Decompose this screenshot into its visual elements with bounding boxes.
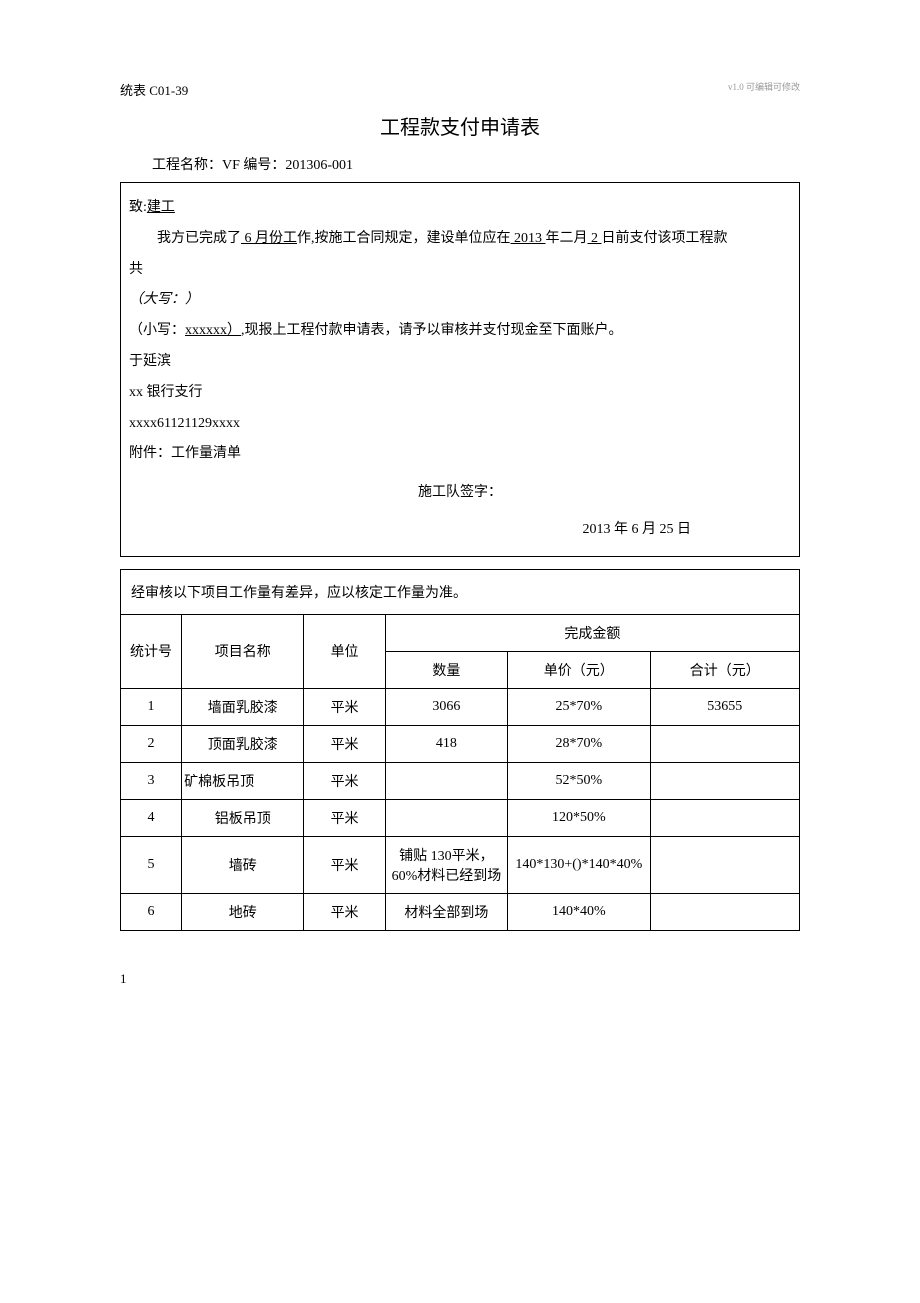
form-code: 统表 C01-39 (120, 80, 800, 99)
th-stat: 统计号 (121, 614, 182, 688)
table-note-row: 经审核以下项目工作量有差异，应以核定工作量为准。 (121, 569, 800, 614)
table-row: 6地砖平米材料全部到场140*40% (121, 893, 800, 930)
signature-label: 施工队签字： (129, 478, 791, 509)
table-cell: 3 (121, 762, 182, 799)
th-price: 单价（元） (508, 651, 651, 688)
table-cell: 120*50% (508, 799, 651, 836)
table-cell (650, 799, 799, 836)
table-cell: 140*40% (508, 893, 651, 930)
table-row: 1墙面乳胶漆平米306625*70%53655 (121, 688, 800, 725)
table-cell: 52*50% (508, 762, 651, 799)
table-cell (650, 836, 799, 893)
to-prefix: 致: (129, 200, 147, 215)
page-title: 工程款支付申请表 (120, 111, 800, 140)
table-cell: 顶面乳胶漆 (182, 725, 304, 762)
table-cell: 墙面乳胶漆 (182, 688, 304, 725)
p1-a: 我方已完成了 (157, 231, 241, 246)
table-cell: 矿棉板吊顶 (182, 762, 304, 799)
p1-d: 日前支付该项工程款 (602, 231, 728, 246)
table-cell (650, 725, 799, 762)
table-cell: 地砖 (182, 893, 304, 930)
th-unit: 单位 (304, 614, 385, 688)
table-row: 4铝板吊顶平米 120*50% (121, 799, 800, 836)
xiaoxie-u: xxxxxx） (185, 323, 241, 338)
table-cell (650, 762, 799, 799)
table-cell: 平米 (304, 893, 385, 930)
table-cell: 铝板吊顶 (182, 799, 304, 836)
table-cell: 平米 (304, 688, 385, 725)
letter-xiaoxie: （小写：xxxxxx）,现报上工程付款申请表，请予以审核并支付现金至下面账户。 (129, 316, 791, 347)
page-number: 1 (120, 971, 800, 987)
table-cell: 4 (121, 799, 182, 836)
th-amount-group: 完成金额 (385, 614, 799, 651)
table-cell: 1 (121, 688, 182, 725)
p1-c: 年二月 (546, 231, 588, 246)
p1-u3: 2 (588, 231, 602, 246)
letter-payee-name: 于延滨 (129, 347, 791, 378)
table-cell: 2 (121, 725, 182, 762)
table-row: 5墙砖平米铺贴 130平米，60%材料已经到场140*130+()*140*40… (121, 836, 800, 893)
table-cell: 140*130+()*140*40% (508, 836, 651, 893)
table-cell: 平米 (304, 762, 385, 799)
letter-box: 致:建工 我方已完成了 6 月份工作,按施工合同规定，建设单位应在 2013 年… (120, 182, 800, 557)
table-cell: 5 (121, 836, 182, 893)
table-row: 2顶面乳胶漆平米41828*70% (121, 725, 800, 762)
signature-date: 2013 年 6 月 25 日 (129, 515, 791, 546)
table-cell: 53655 (650, 688, 799, 725)
table-cell: 材料全部到场 (385, 893, 507, 930)
letter-bank: xx 银行支行 (129, 378, 791, 409)
table-cell: 25*70% (508, 688, 651, 725)
table-row: 3矿棉板吊顶平米 52*50% (121, 762, 800, 799)
letter-daxie: （大写：） (129, 285, 791, 316)
table-cell: 铺贴 130平米，60%材料已经到场 (385, 836, 507, 893)
table-cell (650, 893, 799, 930)
project-name-line: 工程名称：VF 编号：201306-001 (120, 154, 800, 174)
th-qty: 数量 (385, 651, 507, 688)
letter-paragraph-1: 我方已完成了 6 月份工作,按施工合同规定，建设单位应在 2013 年二月 2 … (129, 224, 791, 255)
letter-gong: 共 (129, 255, 791, 286)
xiaoxie-b: ,现报上工程付款申请表，请予以审核并支付现金至下面账户。 (241, 323, 623, 338)
th-total: 合计（元） (650, 651, 799, 688)
letter-attachment: 附件：工作量清单 (129, 439, 791, 470)
table-cell: 平米 (304, 799, 385, 836)
xiaoxie-a: （小写： (129, 323, 185, 338)
table-cell (385, 799, 507, 836)
p1-u1: 6 月份工 (241, 231, 297, 246)
audit-table: 经审核以下项目工作量有差异，应以核定工作量为准。 统计号 项目名称 单位 完成金… (120, 569, 800, 931)
table-cell: 平米 (304, 836, 385, 893)
p1-u2: 2013 (511, 231, 546, 246)
th-name: 项目名称 (182, 614, 304, 688)
table-cell: 平米 (304, 725, 385, 762)
table-cell (385, 762, 507, 799)
letter-to: 致:建工 (129, 193, 791, 224)
table-cell: 418 (385, 725, 507, 762)
to-name: 建工 (147, 200, 175, 215)
letter-account: xxxx61121129xxxx (129, 409, 791, 440)
p1-b: 作,按施工合同规定，建设单位应在 (297, 231, 511, 246)
table-cell: 6 (121, 893, 182, 930)
table-cell: 28*70% (508, 725, 651, 762)
table-header-row-1: 统计号 项目名称 单位 完成金额 (121, 614, 800, 651)
table-cell: 墙砖 (182, 836, 304, 893)
table-cell: 3066 (385, 688, 507, 725)
table-note: 经审核以下项目工作量有差异，应以核定工作量为准。 (121, 569, 800, 614)
watermark-text: v1.0 可编辑可修改 (728, 80, 800, 93)
